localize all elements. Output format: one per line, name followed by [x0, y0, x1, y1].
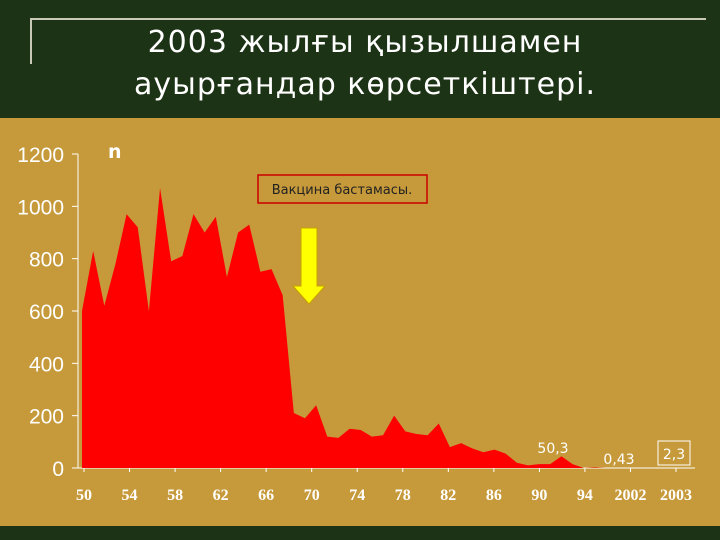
x-tick-label: 2002 — [614, 487, 646, 504]
y-tick-label: 200 — [29, 406, 64, 429]
x-tick-label: 50 — [76, 487, 92, 504]
x-tick-label: 66 — [258, 487, 274, 504]
x-tick-label: 78 — [395, 487, 411, 504]
chart-series — [82, 188, 606, 468]
x-tick-label: 2003 — [660, 487, 692, 504]
annotation-label: 50,3 — [537, 441, 568, 457]
header-frame-line — [30, 18, 706, 20]
y-tick-label: 800 — [29, 249, 64, 272]
x-tick-label: 74 — [349, 487, 365, 504]
slide-title: 2003 жылғы қызылшамен ауырғандар көрсетк… — [40, 22, 690, 106]
x-tick-label: 58 — [167, 487, 183, 504]
y-tick-label: 1200 — [17, 144, 64, 167]
y-axis-unit-label: n — [108, 141, 122, 163]
x-tick-label: 94 — [577, 487, 593, 504]
measles-area-chart: 0 200 400 600 800 1000 1200 n 50 54 58 62 66 70 74 78 8… — [17, 141, 695, 504]
annotation-label: 2,3 — [663, 447, 685, 463]
slide-header: 2003 жылғы қызылшамен ауырғандар көрсетк… — [0, 0, 720, 118]
vaccine-arrow-icon — [291, 227, 327, 305]
chart-panel: 0 200 400 600 800 1000 1200 n 50 54 58 62 66 70 74 78 8… — [0, 118, 720, 526]
x-tick-label: 62 — [213, 487, 229, 504]
vaccine-label-box — [257, 174, 428, 204]
x-tick-label: 82 — [440, 487, 456, 504]
title-line-1: 2003 жылғы қызылшамен — [147, 25, 583, 60]
x-tick-label: 86 — [486, 487, 502, 504]
x-tick-label: 54 — [122, 487, 138, 504]
title-line-2: ауырғандар көрсеткіштері. — [134, 67, 596, 102]
chart-labels: Вакцина бастамасы. 50,3 0,43 2,3 — [257, 174, 691, 468]
annotation-label: 0,43 — [603, 452, 634, 468]
vaccine-start-label: Вакцина бастамасы. — [272, 183, 413, 198]
y-tick-label: 1000 — [17, 196, 64, 219]
bottom-strip — [0, 526, 720, 540]
y-tick-label: 0 — [52, 458, 64, 481]
x-tick-label: 70 — [304, 487, 320, 504]
y-tick-label: 400 — [29, 353, 64, 376]
y-tick-label: 600 — [29, 301, 64, 324]
area-series — [82, 188, 606, 468]
annotation-box — [657, 440, 691, 466]
x-axis: 50 54 58 62 66 70 74 78 82 86 90 94 2002 2003 — [76, 467, 695, 504]
y-axis: 0 200 400 600 800 1000 1200 n — [17, 141, 121, 481]
x-tick-label: 90 — [531, 487, 547, 504]
header-frame-corner — [30, 18, 32, 64]
